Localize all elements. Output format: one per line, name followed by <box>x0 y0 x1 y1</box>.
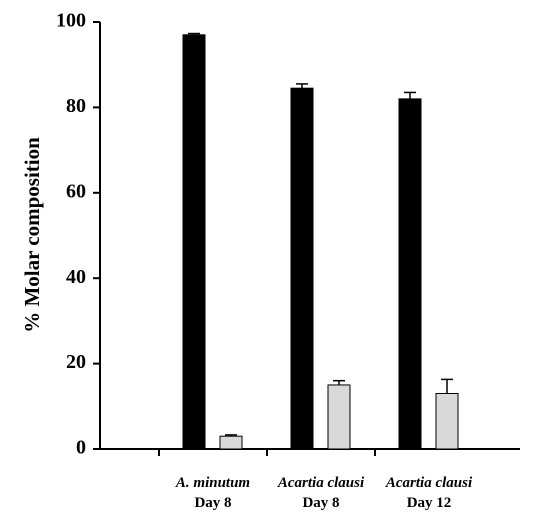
y-tick-label: 0 <box>76 437 86 459</box>
bar <box>435 392 459 450</box>
y-tick-label: 80 <box>66 95 86 117</box>
y-tick-label: 40 <box>66 266 86 288</box>
y-axis-label: % Molar composition <box>20 137 44 333</box>
x-tick-label: Day 12 <box>407 495 452 511</box>
x-tick-label: Day 8 <box>302 495 339 511</box>
x-tick-label: Acartia clausi <box>277 475 365 491</box>
y-tick-label: 100 <box>56 10 86 32</box>
x-tick-label: Day 8 <box>194 495 231 511</box>
x-tick-label: Acartia clausi <box>385 475 473 491</box>
bar <box>182 34 206 450</box>
bar <box>327 384 351 450</box>
y-tick-label: 20 <box>66 351 86 373</box>
x-tick-label: A. minutum <box>175 475 250 491</box>
bar <box>290 87 314 450</box>
bar <box>398 98 422 450</box>
y-tick-label: 60 <box>66 180 86 202</box>
bar <box>219 435 243 450</box>
